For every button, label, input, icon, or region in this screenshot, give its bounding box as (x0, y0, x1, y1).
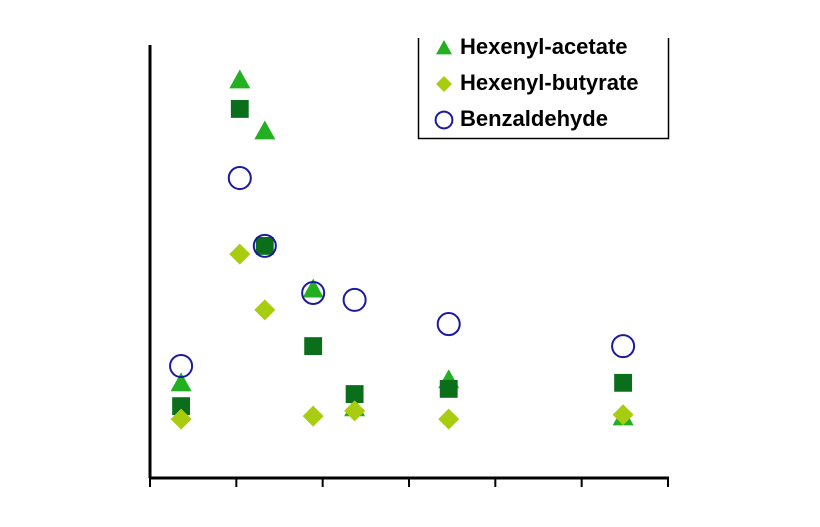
legend-label: Hexenyl-butyrate (460, 70, 639, 95)
circle-marker (252, 233, 277, 258)
square-marker (304, 337, 323, 356)
diamond-marker (170, 408, 192, 430)
diamond-marker (438, 408, 460, 430)
square-marker (345, 385, 364, 403)
circle-marker (342, 287, 367, 312)
diamond-marker (344, 400, 366, 422)
diamond-marker (302, 405, 324, 427)
circle-marker (434, 110, 454, 130)
square-marker (172, 397, 191, 416)
diamond-marker (254, 299, 276, 321)
diamond-marker (229, 243, 251, 265)
square-marker (255, 236, 274, 255)
legend-label: Hexenyl-acetate (460, 34, 628, 59)
legend-label: Benzaldehyde (460, 106, 608, 131)
triangle-marker (229, 69, 251, 89)
circle-marker (436, 312, 461, 337)
circle-marker (227, 166, 252, 191)
circle-marker (301, 280, 326, 305)
square-marker (439, 379, 458, 398)
triangle-marker (254, 120, 276, 140)
square-marker (230, 100, 249, 118)
circle-marker (169, 353, 194, 379)
circle-marker (611, 334, 636, 359)
diamond-marker (612, 404, 634, 426)
diamond-marker (436, 76, 452, 92)
triangle-marker (436, 40, 452, 55)
triangle-marker (170, 372, 192, 392)
legend-box (417, 38, 670, 140)
triangle-marker (302, 278, 324, 298)
square-marker (614, 373, 633, 392)
